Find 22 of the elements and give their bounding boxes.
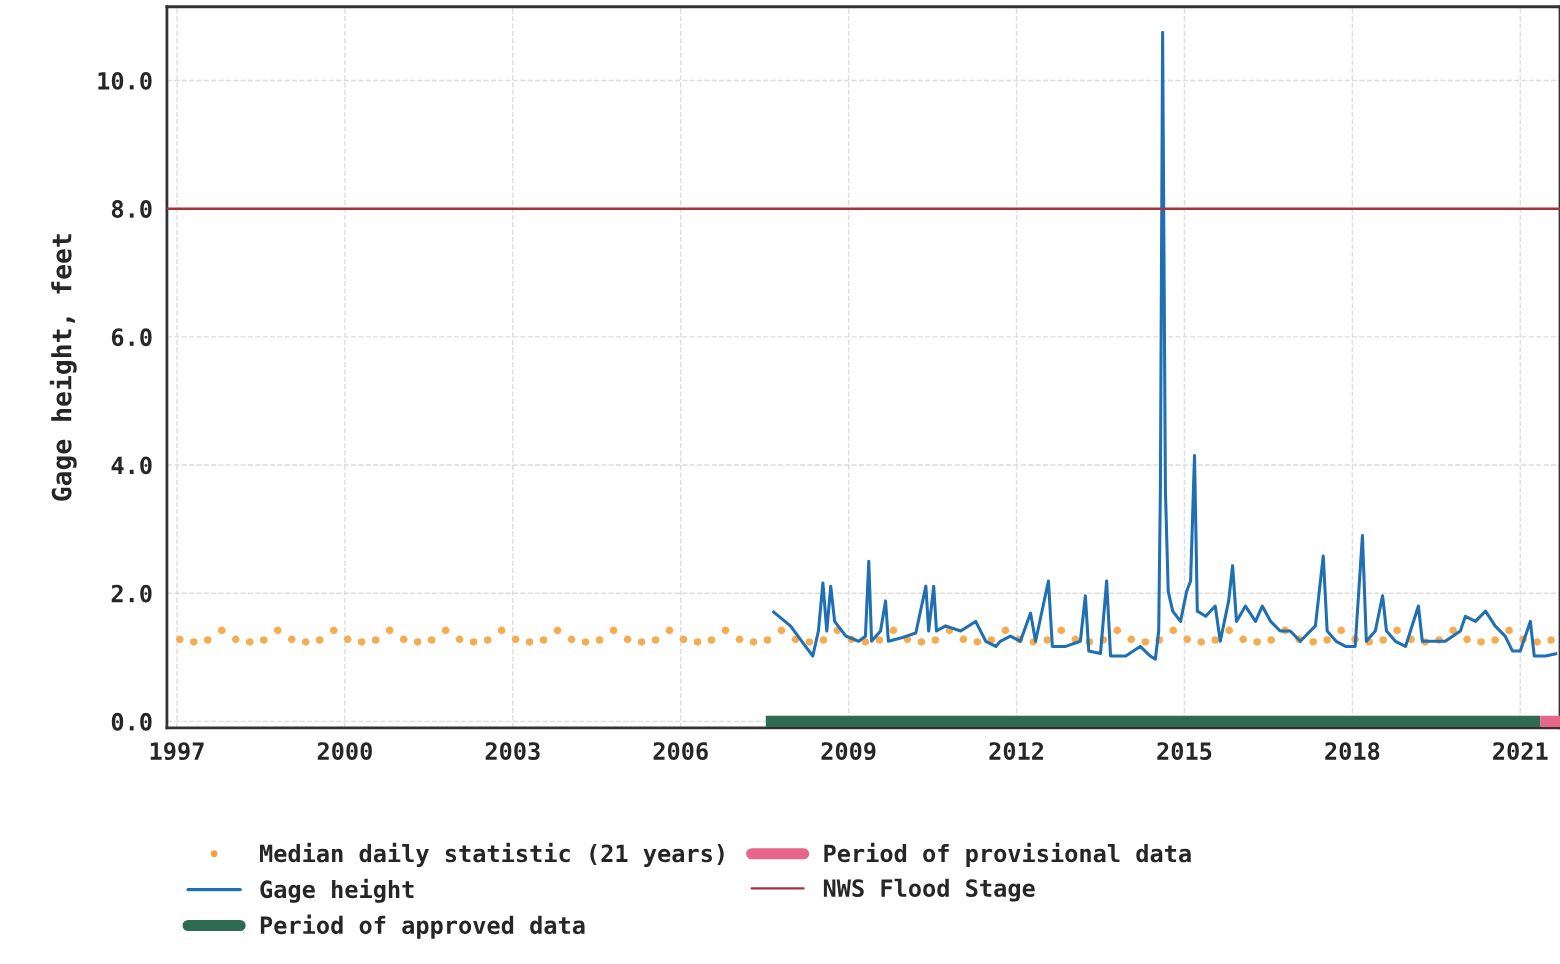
x-tick-label: 2000 [317, 742, 372, 760]
y-tick-label: 8.0 [111, 200, 152, 218]
line-series [770, 30, 1559, 661]
x-tick-label: 2021 [1493, 742, 1548, 760]
x-tick-label: 2006 [653, 742, 708, 761]
x-tick-label: 2015 [1157, 742, 1212, 760]
x-tick-label: 2009 [821, 742, 876, 761]
x-tick-label: 1997 [150, 742, 204, 761]
x-tick-label: 2012 [989, 742, 1044, 760]
legend-label: NWS Flood Stage [823, 878, 1035, 902]
legend-label: Median daily statistic (21 years) [260, 842, 724, 867]
y-tick-label: 6.0 [111, 328, 152, 347]
y-tick-label: 10.0 [98, 71, 152, 90]
legend-label: Period of provisional data [824, 842, 1191, 867]
x-tick-label: 2018 [1325, 742, 1380, 760]
y-axis-title: Gage height, feet [49, 234, 77, 501]
y-tick-label: 0.0 [111, 712, 152, 731]
x-tick-label: 2003 [485, 742, 540, 760]
y-tick-label: 2.0 [111, 584, 152, 603]
legend-label: Gage height [260, 878, 414, 903]
legend-label: Period of approved data [260, 914, 585, 939]
y-tick-label: 4.0 [111, 456, 152, 475]
